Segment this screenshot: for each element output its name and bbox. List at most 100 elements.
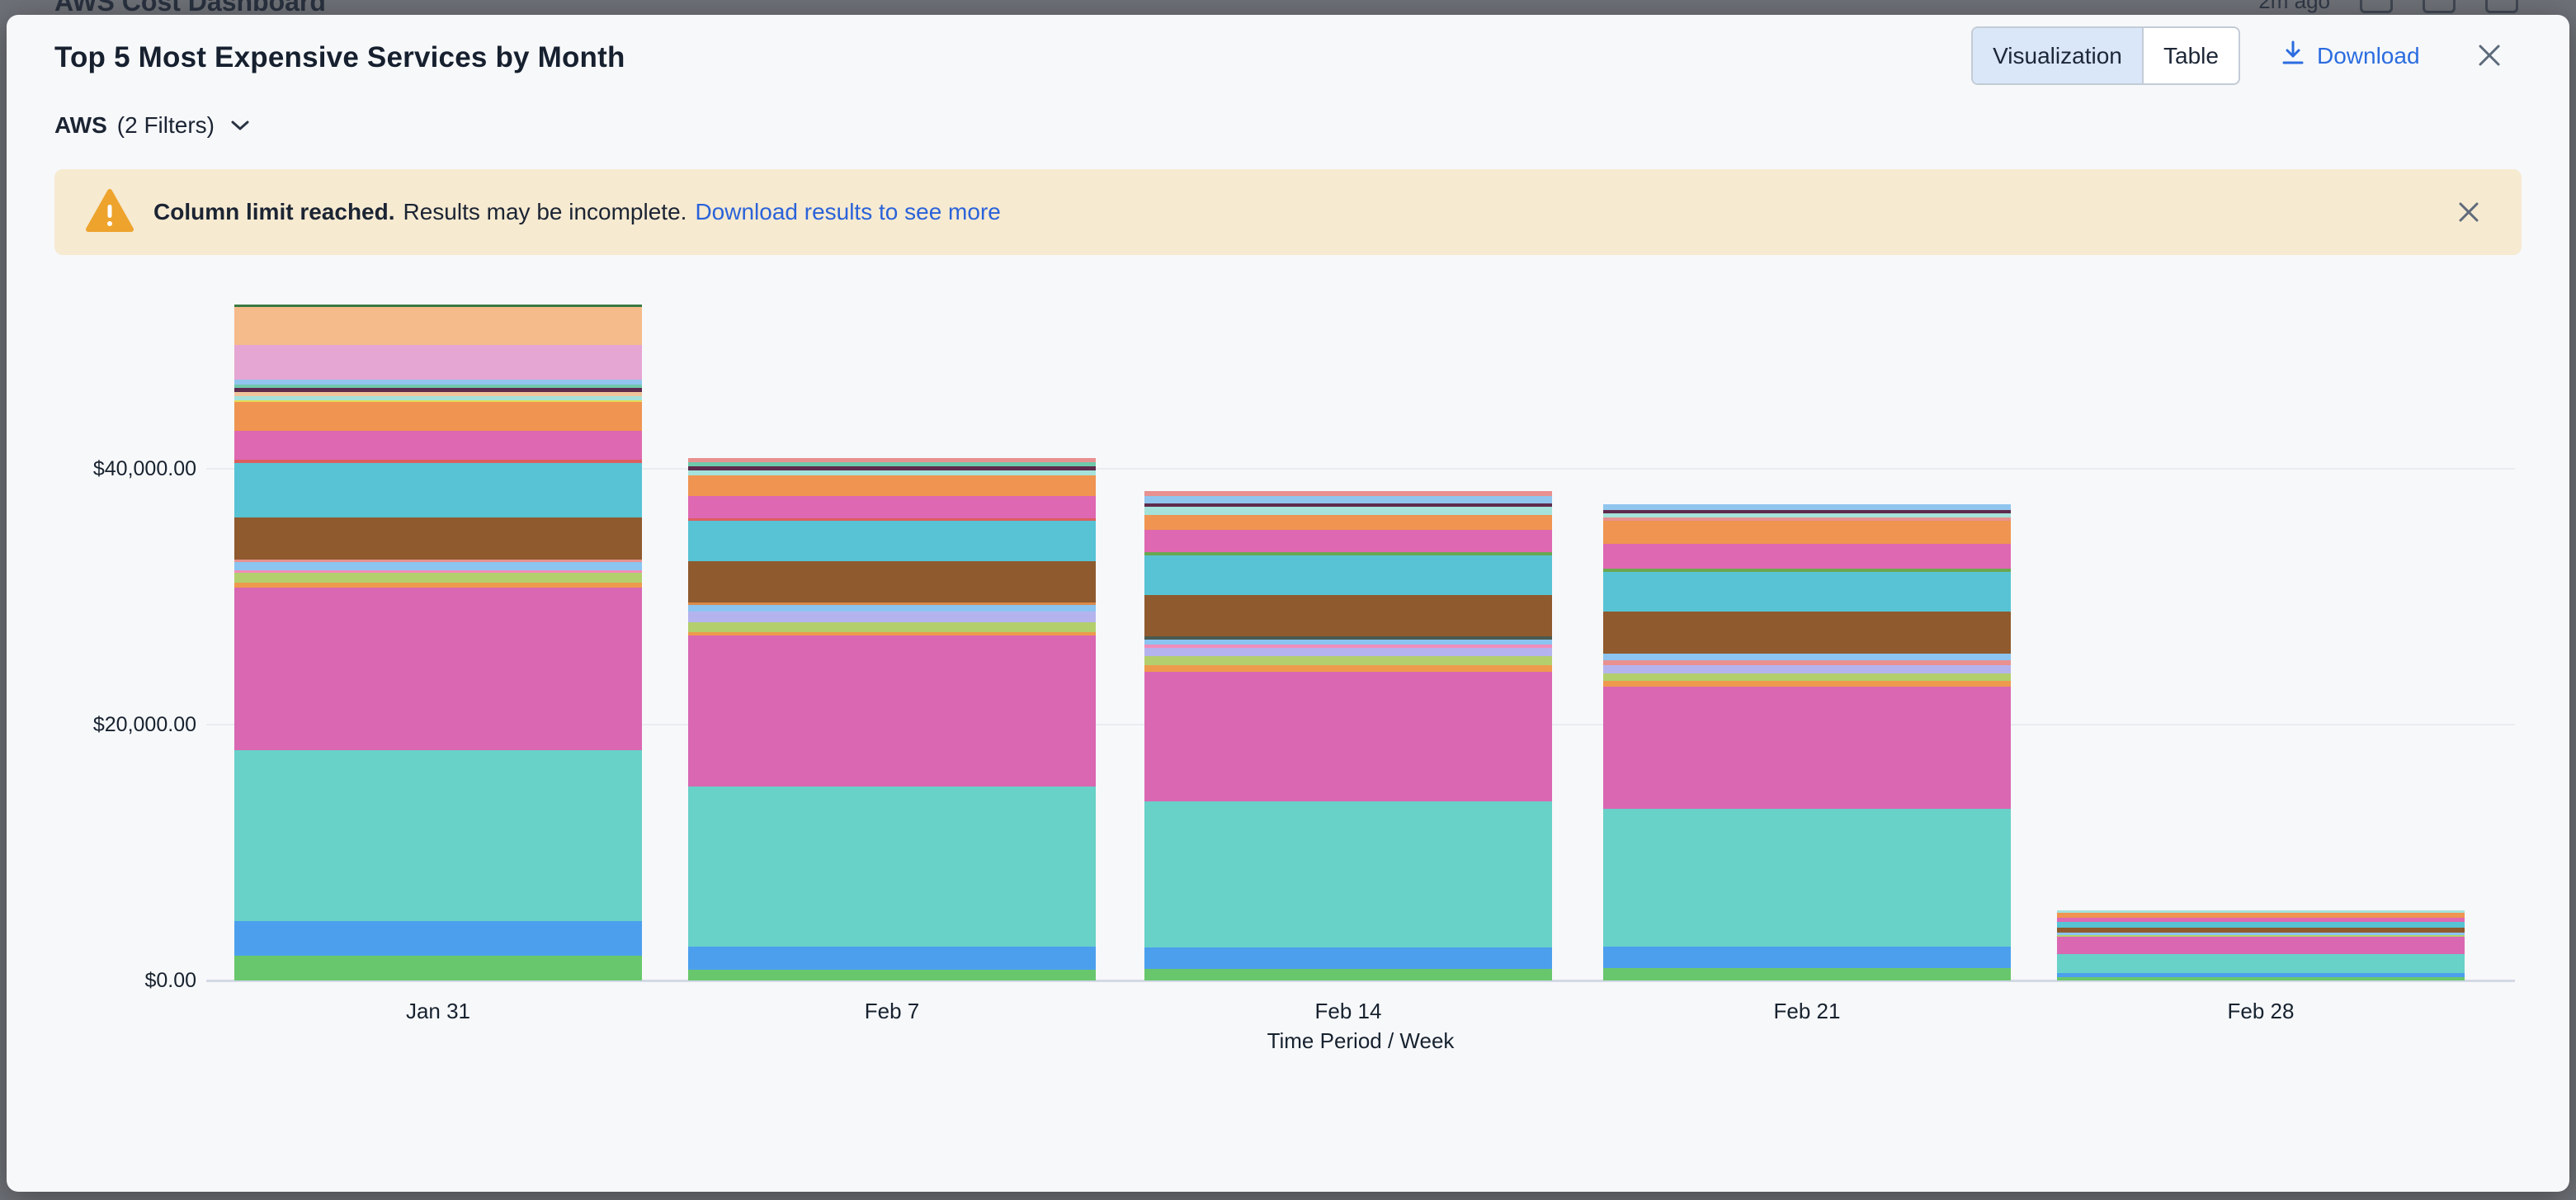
bar-segment[interactable] [688,518,1096,521]
bar-segment[interactable] [1144,507,1552,515]
bar-segment[interactable] [2057,935,2465,937]
bar-segment[interactable] [1144,947,1552,969]
bar-segment[interactable] [1603,654,2011,660]
bar-segment[interactable] [1603,572,2011,612]
bar-segment[interactable] [2057,918,2465,922]
bar-segment[interactable] [688,612,1096,622]
bar-segment[interactable] [234,588,642,750]
download-button[interactable]: Download [2281,26,2420,85]
bar-segment[interactable] [2057,910,2465,913]
x-axis-title: Time Period / Week [1267,1028,1455,1053]
bar-segment[interactable] [234,402,642,431]
bar-segment[interactable] [1603,809,2011,947]
chart-gridline [206,468,2515,470]
x-axis-tick-label: Jan 31 [405,999,471,1023]
bar-segment[interactable] [1144,552,1552,555]
bar-segment[interactable] [1603,660,2011,665]
bar-segment[interactable] [234,583,642,588]
bar-segment[interactable] [234,431,642,460]
bar-segment[interactable] [1144,503,1552,507]
bar-segment[interactable] [1603,544,2011,569]
bar-segment[interactable] [1603,673,2011,681]
bar-segment[interactable] [688,561,1096,602]
bar-segment[interactable] [1144,595,1552,636]
download-results-link[interactable]: Download results to see more [695,199,1001,224]
bar-segment[interactable] [1144,515,1552,530]
bar-segment[interactable] [1603,947,2011,968]
bar-segment[interactable] [1144,969,1552,980]
bar-segment[interactable] [1144,648,1552,656]
bar-segment[interactable] [1603,968,2011,980]
bar-segment[interactable] [234,573,642,583]
bar-segment[interactable] [1144,555,1552,595]
bar-segment[interactable] [234,750,642,921]
bar-segment[interactable] [688,521,1096,561]
bar-segment[interactable] [2057,913,2465,918]
bar-segment[interactable] [234,463,642,517]
filter-dropdown[interactable]: AWS (2 Filters) [54,112,251,139]
bar-segment[interactable] [1144,665,1552,672]
bar-segment[interactable] [1144,496,1552,503]
close-icon[interactable] [2475,41,2503,69]
bar-segment[interactable] [234,956,642,980]
bar-segment[interactable] [688,462,1096,466]
bar-segment[interactable] [688,787,1096,947]
bar-segment[interactable] [1144,672,1552,801]
bar-segment[interactable] [688,602,1096,605]
bar-segment[interactable] [1144,491,1552,496]
bar-segment[interactable] [2057,954,2465,973]
bar-segment[interactable] [1144,640,1552,645]
bar-segment[interactable] [688,632,1096,635]
bar-segment[interactable] [1144,645,1552,648]
bar-segment[interactable] [1603,569,2011,572]
bar-segment[interactable] [1144,636,1552,640]
bar-segment[interactable] [234,560,642,562]
bar-segment[interactable] [234,562,642,570]
bar-segment[interactable] [688,622,1096,632]
bar-segment[interactable] [234,380,642,385]
bar-segment[interactable] [234,570,642,573]
bar-segment[interactable] [688,970,1096,980]
bar-segment[interactable] [234,460,642,463]
bar-segment[interactable] [688,605,1096,612]
bar-segment[interactable] [1603,665,2011,673]
tab-table[interactable]: Table [2142,28,2239,83]
bar-segment[interactable] [688,947,1096,970]
bar-segment[interactable] [234,307,642,345]
bar-segment[interactable] [1603,687,2011,809]
bar-segment[interactable] [2057,928,2465,933]
bar-segment[interactable] [1144,656,1552,665]
bar-segment[interactable] [688,470,1096,475]
bar-segment[interactable] [688,475,1096,496]
bar-segment[interactable] [234,305,642,307]
bar-segment[interactable] [234,345,642,380]
bar-segment[interactable] [2057,977,2465,980]
bar-segment[interactable] [1603,521,2011,544]
bar-segment[interactable] [1603,504,2011,510]
bar-segment[interactable] [688,635,1096,787]
tab-visualization[interactable]: Visualization [1973,28,2142,83]
bar-segment[interactable] [688,458,1096,462]
bar-segment[interactable] [1144,530,1552,552]
bar-segment[interactable] [234,396,642,400]
bar-segment[interactable] [688,466,1096,470]
bar-segment[interactable] [1144,801,1552,947]
bar-segment[interactable] [234,517,642,560]
bar-segment[interactable] [2057,937,2465,954]
bar-segment[interactable] [1603,510,2011,513]
bar [2057,910,2465,980]
bar-segment[interactable] [1603,612,2011,654]
bar-segment[interactable] [234,392,642,396]
bar-segment[interactable] [234,400,642,402]
bar-segment[interactable] [234,388,642,392]
bar-segment[interactable] [234,385,642,388]
bar-segment[interactable] [2057,933,2465,935]
bar-segment[interactable] [2057,973,2465,977]
bar-segment[interactable] [2057,922,2465,928]
banner-close-icon[interactable] [2456,199,2482,225]
bar-segment[interactable] [688,496,1096,518]
bar-segment[interactable] [1603,681,2011,687]
bar-segment[interactable] [1603,517,2011,521]
bar-segment[interactable] [234,921,642,956]
bar-segment[interactable] [1603,513,2011,517]
